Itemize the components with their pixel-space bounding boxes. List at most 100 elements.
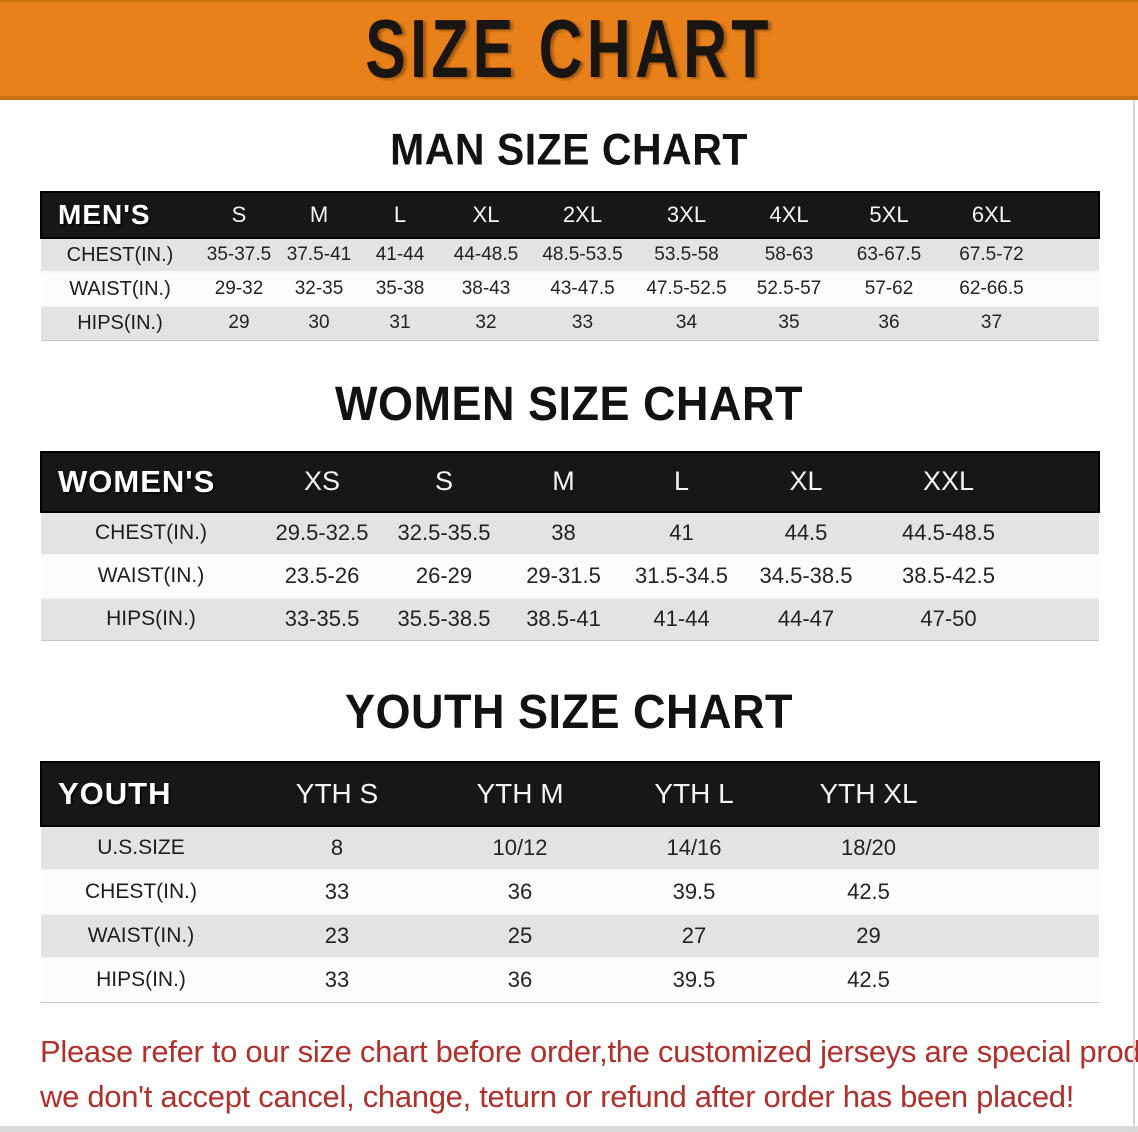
youth-size-table: YOUTH YTH S YTH M YTH L YTH XL U.S.SIZE 8 10/12… — [40, 761, 1100, 1003]
youth-section-heading: YOUTH SIZE CHART — [344, 683, 793, 739]
size-cell: 48.5-53.5 — [542, 244, 623, 265]
size-cell: 25 — [507, 923, 533, 948]
women-size-section: WOMEN SIZE CHART WOMEN'S XS S M L XL XXL CHEST(… — [40, 341, 1100, 641]
table-row: HIPS(IN.) 33-35.5 35.5-38.5 38.5-41 41-44 44-… — [41, 597, 1099, 641]
size-cell: 33-35.5 — [284, 606, 360, 632]
size-cell: 42.5 — [847, 879, 890, 904]
size-cell: 23.5-26 — [284, 563, 360, 588]
size-column-header: YTH L — [607, 761, 781, 827]
filler-cell — [1044, 238, 1099, 272]
size-cell: 34 — [675, 312, 698, 334]
filler-cell — [956, 870, 1099, 914]
size-cell: 37.5-41 — [286, 244, 352, 265]
size-column-header: 4XL — [739, 191, 839, 239]
table-row: U.S.SIZE 8 10/12 14/16 18/20 — [41, 826, 1099, 870]
size-cell: 8 — [330, 835, 344, 860]
header-row: WOMEN'S XS S M L XL XXL — [40, 450, 1100, 513]
size-column-header: XS — [261, 450, 383, 513]
size-cell: 32.5-35.5 — [397, 520, 491, 545]
size-cell: 36 — [507, 879, 533, 904]
table-row: WAIST(IN.) 29-32 32-35 35-38 38-43 43-47.5 47.… — [41, 272, 1099, 306]
header-row: MEN'S S M L XL 2XL 3XL 4XL 5XL 6XL — [40, 191, 1100, 239]
size-cell: 41 — [669, 520, 694, 545]
filler-cell — [1026, 598, 1099, 641]
size-column-header: S — [199, 191, 279, 239]
size-cell: 44-47 — [777, 606, 835, 632]
size-cell: 52.5-57 — [756, 278, 822, 299]
filler-cell — [1026, 450, 1100, 513]
size-cell: 41-44 — [375, 244, 425, 265]
filler-cell — [1026, 555, 1099, 598]
size-cell: 35-37.5 — [206, 244, 272, 265]
filler-cell — [956, 914, 1099, 958]
bottom-strip-divider — [0, 1126, 1138, 1132]
size-cell: 38 — [551, 520, 576, 545]
size-cell: 38.5-41 — [526, 606, 601, 632]
size-cell: 53.5-58 — [654, 244, 719, 265]
size-cell: 29 — [228, 312, 250, 334]
size-column-header: M — [279, 191, 359, 239]
row-label: WAIST(IN.) — [97, 564, 205, 587]
filler-cell — [956, 761, 1100, 827]
size-cell: 30 — [308, 312, 330, 334]
size-cell: 42.5 — [847, 967, 890, 993]
filler-cell — [956, 826, 1099, 870]
row-label: HIPS(IN.) — [77, 311, 163, 334]
size-cell: 44.5 — [784, 520, 828, 545]
row-label: CHEST(IN.) — [66, 243, 174, 266]
size-cell: 43-47.5 — [550, 278, 615, 299]
size-cell: 26-29 — [415, 563, 473, 588]
size-chart-body: MAN SIZE CHART MEN'S S M L XL 2XL 3XL 4XL 5XL 6XL… — [0, 100, 1138, 1003]
row-label: WAIST(IN.) — [69, 277, 171, 300]
size-cell: 67.5-72 — [959, 244, 1024, 265]
row-label: HIPS(IN.) — [106, 607, 196, 631]
size-cell: 33 — [324, 879, 350, 904]
size-cell: 27 — [681, 923, 707, 948]
men-size-table: MEN'S S M L XL 2XL 3XL 4XL 5XL 6XL CHEST(IN.) 35-37… — [40, 191, 1100, 341]
size-cell: 47.5-52.5 — [646, 278, 727, 299]
size-cell: 36 — [878, 312, 900, 334]
size-column-header: L — [359, 191, 441, 239]
filler-cell — [1026, 512, 1099, 555]
youth-size-section: YOUTH SIZE CHART YOUTH YTH S YTH M YTH L YTH… — [40, 641, 1100, 1003]
men-size-table-slot: MEN'S S M L XL 2XL 3XL 4XL 5XL 6XL CHEST(IN.) 35-37… — [40, 191, 1100, 341]
size-column-header: XL — [441, 191, 531, 239]
table-row: CHEST(IN.) 35-37.5 37.5-41 41-44 44-48.5 48.5… — [41, 238, 1099, 272]
size-cell: 31 — [389, 312, 411, 334]
size-cell: 44.5-48.5 — [902, 520, 995, 545]
size-column-header: YTH XL — [781, 761, 956, 827]
size-cell: 41-44 — [653, 606, 710, 632]
table-row: HIPS(IN.) 29 30 31 32 33 34 35 36 37 — [41, 306, 1099, 340]
size-column-header: XXL — [871, 450, 1026, 513]
size-cell: 10/12 — [492, 835, 548, 860]
table-row: WAIST(IN.) 23 25 27 29 — [41, 914, 1099, 958]
row-label: U.S.SIZE — [97, 836, 185, 859]
size-cell: 29 — [856, 923, 881, 948]
disclaimer: Please refer to our size chart before or… — [40, 1029, 1138, 1119]
size-cell: 39.5 — [672, 879, 716, 904]
size-cell: 62-66.5 — [959, 278, 1024, 299]
filler-cell — [1044, 306, 1099, 340]
size-cell: 32 — [475, 312, 497, 334]
size-cell: 63-67.5 — [856, 244, 922, 265]
row-label: CHEST(IN.) — [95, 521, 207, 544]
size-cell: 31.5-34.5 — [635, 563, 728, 588]
size-cell: 29.5-32.5 — [275, 520, 369, 545]
size-cell: 35 — [778, 312, 800, 334]
size-cell: 35-38 — [375, 278, 425, 299]
size-cell: 23 — [324, 923, 350, 948]
size-cell: 38-43 — [461, 278, 511, 299]
header-row: YOUTH YTH S YTH M YTH L YTH XL — [40, 761, 1100, 827]
right-edge-divider — [1133, 100, 1135, 1132]
size-column-header: 5XL — [839, 191, 939, 239]
women-size-table: WOMEN'S XS S M L XL XXL CHEST(IN.) 29.5-32.5 32.5… — [40, 450, 1100, 641]
size-column-header: 6XL — [939, 191, 1044, 239]
men-section-heading: MAN SIZE CHART — [390, 124, 748, 175]
size-cell: 37 — [980, 312, 1003, 334]
size-column-header: YTH M — [433, 761, 607, 827]
size-cell: 38.5-42.5 — [902, 563, 995, 588]
size-cell: 36 — [507, 967, 533, 993]
size-cell: 14/16 — [666, 835, 722, 860]
disclaimer-line-2: we don't accept cancel, change, teturn o… — [40, 1078, 1075, 1114]
table-row: WAIST(IN.) 23.5-26 26-29 29-31.5 31.5-34.5 34… — [41, 554, 1099, 598]
